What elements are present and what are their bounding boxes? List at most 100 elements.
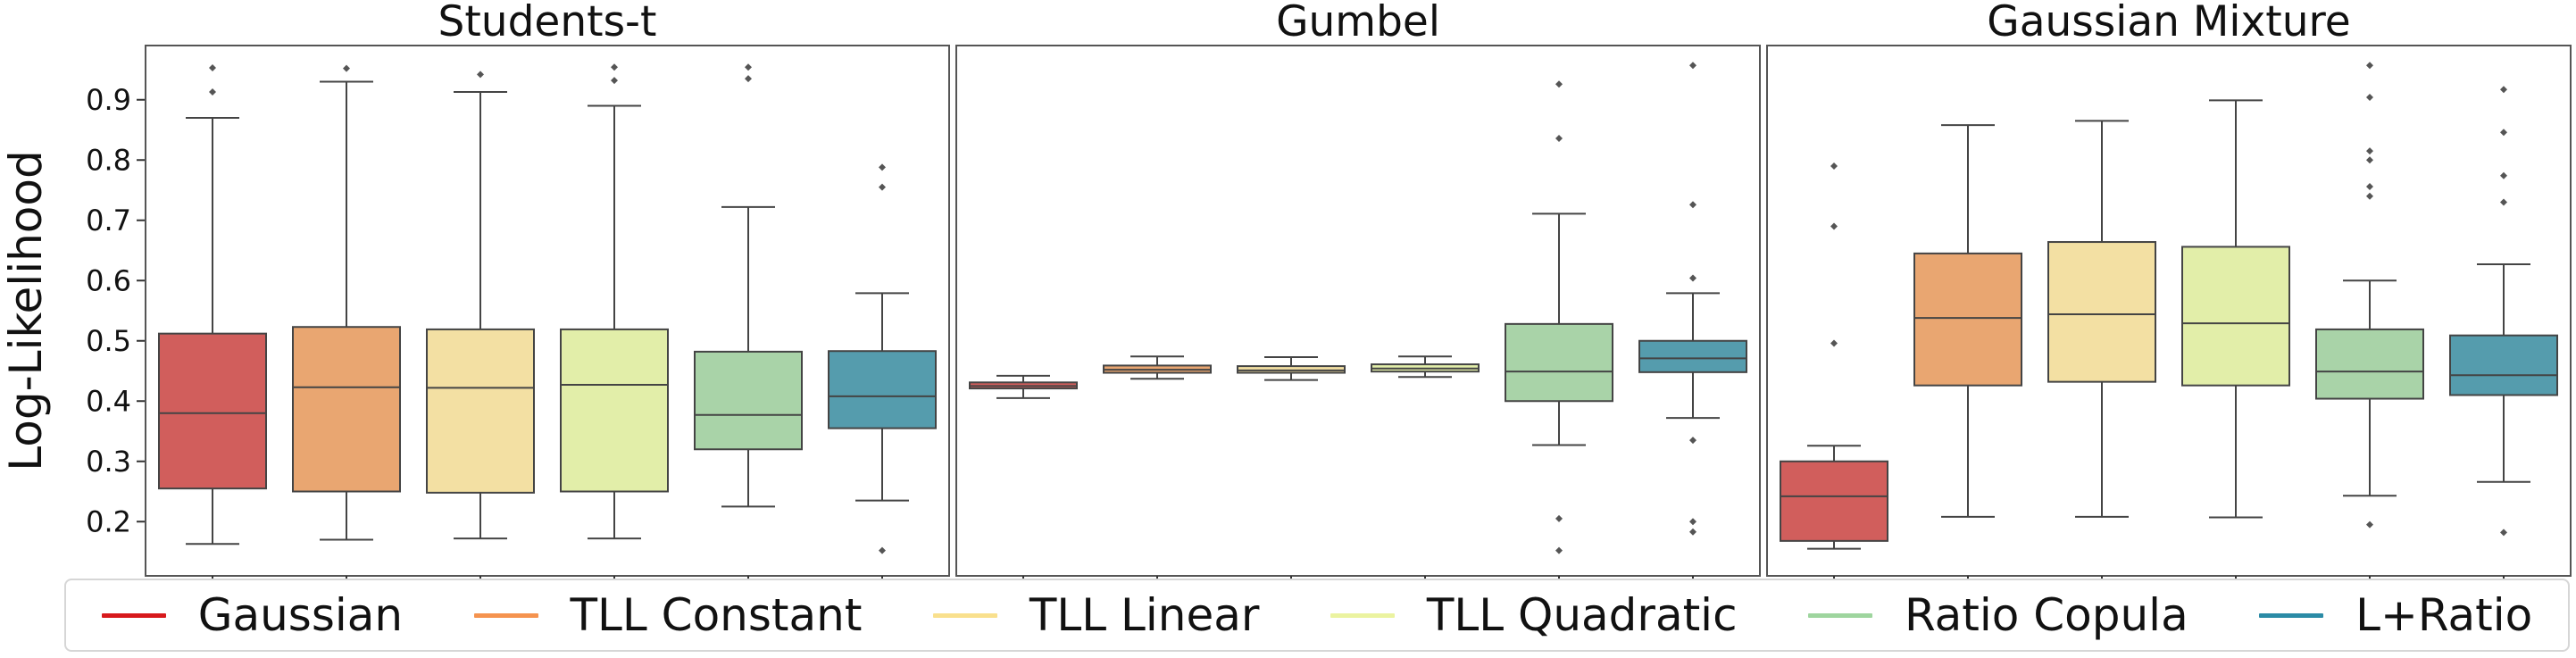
outlier-point [745,75,752,83]
box-gaussian [1780,162,1888,584]
legend-item: L+Ratio [2259,589,2532,641]
legend-swatch [1807,612,1872,618]
legend-swatch [473,612,538,618]
legend-item: TLL Constant [473,589,863,641]
box-tll-constant [1913,124,2022,584]
panel-title: Students-t [438,0,657,46]
outlier-point [2366,182,2373,190]
outlier-point [1689,518,1696,526]
box-tll-constant [292,64,401,584]
box-tll-linear [1237,355,1346,584]
box-tll-quadratic [2181,99,2290,584]
legend-swatch [101,612,166,618]
outlier-point [2366,192,2373,200]
iqr-box [2181,246,2290,387]
iqr-box [560,328,669,493]
outlier-point [879,163,886,171]
panel-gumbel: Gumbel [955,0,1761,584]
chart-legend: Gaussian TLL Constant TLL Linear TLL Quadra… [64,579,2570,652]
outlier-point [1555,134,1563,142]
y-tick-label: 0.3 [86,445,131,479]
outlier-point [1689,201,1696,209]
outlier-point [1830,339,1838,347]
panel-frame [955,45,1761,577]
box-tll-linear [426,71,535,584]
outlier-point [1830,162,1838,170]
y-tick-label: 0.7 [86,204,131,237]
outlier-point [2366,521,2373,529]
outlier-point [343,64,350,72]
box-ratio-copula [1505,80,1613,584]
box-gaussian [969,374,1078,584]
box-tll-quadratic [1371,355,1480,584]
y-tick-label: 0.2 [86,504,131,538]
iqr-box [1913,252,2022,387]
panel-students-t: Students-t [145,0,950,584]
legend-swatch [1330,612,1395,618]
legend-label: TLL Quadratic [1426,589,1738,641]
legend-swatch [932,612,997,618]
iqr-box [2047,241,2156,383]
iqr-box [1780,460,1888,542]
legend-label: Ratio Copula [1904,589,2188,641]
outlier-point [2500,129,2507,137]
outlier-point [2500,529,2507,537]
box-tll-constant [1103,355,1212,584]
outlier-point [209,87,216,96]
legend-label: Gaussian [197,589,404,641]
outlier-point [2500,86,2507,94]
legend-item: TLL Linear [932,589,1260,641]
iqr-box [292,326,401,493]
panel-frame [145,45,950,577]
box-ratio-copula [694,63,803,584]
iqr-box [694,350,803,451]
outlier-point [745,63,752,71]
iqr-box [158,332,267,490]
outlier-point [2500,198,2507,206]
box-l-ratio [2449,86,2558,584]
y-tick-label: 0.9 [86,83,131,117]
outlier-point [1689,274,1696,282]
legend-item: Ratio Copula [1807,589,2188,641]
legend-swatch [2259,612,2324,618]
legend-item: Gaussian [101,589,404,641]
outlier-point [1555,546,1563,554]
outlier-point [2366,147,2373,155]
outlier-point [1689,437,1696,445]
outlier-point [2366,94,2373,102]
y-axis-label: Log-Likelihood [0,150,52,471]
outlier-point [1689,528,1696,536]
outlier-point [2366,62,2373,70]
outlier-point [611,63,618,71]
outlier-point [879,546,886,554]
iqr-box [2449,334,2558,396]
panel-title: Gaussian Mixture [1987,0,2350,46]
box-l-ratio [1638,62,1747,584]
outlier-point [611,77,618,85]
box-l-ratio [828,163,937,584]
iqr-box [2315,328,2424,400]
panel-gaussian-mixture: Gaussian Mixture [1766,0,2572,584]
box-gaussian [158,63,267,584]
outlier-point [1555,514,1563,522]
outlier-point [2500,171,2507,179]
panel-title: Gumbel [1276,0,1440,46]
outlier-point [477,71,484,79]
outlier-point [1830,222,1838,230]
outlier-point [2366,156,2373,164]
outlier-point [1689,62,1696,70]
y-tick-label: 0.4 [86,384,131,418]
legend-label: TLL Constant [570,589,863,641]
legend-label: L+Ratio [2355,589,2533,641]
iqr-box [828,350,937,429]
box-tll-linear [2047,120,2156,584]
iqr-box [1638,339,1747,373]
iqr-box [1237,365,1346,374]
outlier-point [879,183,886,191]
legend-label: TLL Linear [1029,589,1260,641]
iqr-box [426,328,535,494]
y-tick-label: 0.5 [86,324,131,358]
box-tll-quadratic [560,63,669,584]
box-ratio-copula [2315,62,2424,584]
